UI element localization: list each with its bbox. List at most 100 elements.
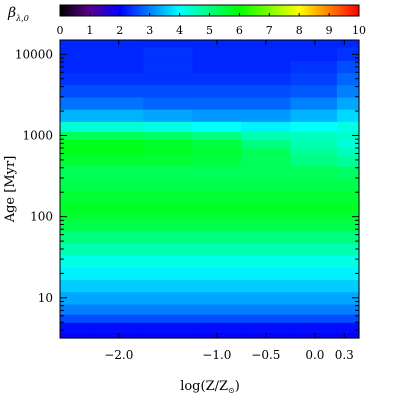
heatmap-cell bbox=[336, 147, 360, 157]
heatmap-cell bbox=[192, 165, 242, 179]
heatmap-cell bbox=[192, 303, 242, 315]
heatmap-cell bbox=[143, 72, 193, 86]
heatmap-cell bbox=[290, 46, 338, 61]
heatmap-cell bbox=[241, 121, 291, 133]
colorbar-tick-label: 10 bbox=[352, 24, 366, 37]
y-tick-label: 100 bbox=[30, 210, 53, 224]
heatmap-cell bbox=[241, 279, 291, 293]
heatmap-cell bbox=[290, 178, 338, 191]
heatmap-cell bbox=[89, 121, 144, 133]
colorbar-tick-label: 8 bbox=[296, 24, 303, 37]
heatmap-cell bbox=[290, 109, 338, 122]
heatmap-cell bbox=[336, 243, 360, 256]
heatmap-cell bbox=[143, 178, 193, 191]
heatmap-cell bbox=[143, 279, 193, 293]
heatmap-cell bbox=[192, 202, 242, 214]
x-axis-label-close: ) bbox=[235, 379, 240, 394]
heatmap-cell bbox=[143, 303, 193, 315]
heatmap-cell bbox=[60, 279, 91, 293]
heatmap-cell bbox=[89, 279, 144, 293]
heatmap-cell bbox=[290, 332, 338, 339]
heatmap-cell bbox=[60, 84, 91, 98]
heatmap-cell bbox=[60, 72, 91, 86]
heatmap-cell bbox=[241, 60, 291, 74]
heatmap-cell bbox=[89, 230, 144, 244]
heatmap-cell bbox=[336, 121, 360, 133]
heatmap-cell bbox=[60, 139, 91, 149]
heatmap-cell bbox=[89, 255, 144, 268]
heatmap-cell bbox=[336, 202, 360, 214]
heatmap-cell bbox=[143, 190, 193, 204]
heatmap-cell bbox=[290, 84, 338, 98]
heatmap-cell bbox=[290, 202, 338, 214]
heatmap-cell bbox=[143, 332, 193, 339]
heatmap-cell bbox=[143, 212, 193, 222]
heatmap-cell bbox=[290, 72, 338, 86]
heatmap-cell bbox=[336, 155, 360, 167]
heatmap-cell bbox=[143, 60, 193, 74]
heatmap-cell bbox=[336, 230, 360, 244]
y-tick-label: 10000 bbox=[15, 47, 53, 61]
heatmap-cell bbox=[192, 139, 242, 149]
heatmap-cell bbox=[60, 303, 91, 315]
heatmap-cell bbox=[192, 267, 242, 281]
heatmap-cell bbox=[336, 40, 360, 48]
colorbar-tick-label: 4 bbox=[176, 24, 183, 37]
heatmap-cell bbox=[89, 155, 144, 167]
heatmap-cell bbox=[336, 267, 360, 281]
heatmap-cell bbox=[290, 139, 338, 149]
heatmap-cell bbox=[89, 332, 144, 339]
heatmap-cell bbox=[290, 255, 338, 268]
y-axis-ticks bbox=[60, 53, 359, 331]
heatmap-cell bbox=[143, 322, 193, 333]
x-tick-label: 0.3 bbox=[335, 348, 354, 362]
heatmap-cell bbox=[89, 220, 144, 232]
colorbar-tick-label: 9 bbox=[326, 24, 333, 37]
heatmap-cell bbox=[143, 40, 193, 48]
heatmap-cell bbox=[290, 322, 338, 333]
heatmap-cell bbox=[60, 96, 91, 110]
heatmap-cell bbox=[89, 291, 144, 305]
heatmap-cell bbox=[336, 60, 360, 74]
heatmap-cell bbox=[89, 322, 144, 333]
x-axis-label-subscript: ⊙ bbox=[228, 386, 235, 395]
heatmap-cell bbox=[60, 147, 91, 157]
heatmap-cell bbox=[89, 303, 144, 315]
heatmap-cell bbox=[241, 190, 291, 204]
heatmap-cell bbox=[89, 267, 144, 281]
heatmap-cell bbox=[336, 303, 360, 315]
heatmap-cell bbox=[336, 332, 360, 339]
x-axis-ticks bbox=[118, 40, 345, 338]
heatmap-cell bbox=[241, 139, 291, 149]
heatmap-cell bbox=[336, 314, 360, 323]
y-axis-tick-labels: 10 100 1000 10000 bbox=[15, 47, 53, 305]
heatmap-cell bbox=[290, 212, 338, 222]
heatmap-cell bbox=[143, 165, 193, 179]
colorbar-ticks bbox=[59, 13, 360, 16]
heatmap-cell bbox=[336, 190, 360, 204]
heatmap-cell bbox=[60, 212, 91, 222]
heatmap-cell bbox=[60, 165, 91, 179]
heatmap-cell bbox=[143, 267, 193, 281]
heatmap-cell bbox=[241, 109, 291, 122]
heatmap-cell bbox=[143, 291, 193, 305]
x-axis-label-main: log(Z/Z bbox=[180, 379, 228, 394]
heatmap-cell bbox=[89, 96, 144, 110]
heatmap-cell bbox=[241, 230, 291, 244]
y-axis-label: Age [Myr] bbox=[3, 156, 18, 224]
heatmap-cell bbox=[290, 60, 338, 74]
heatmap-cell bbox=[241, 212, 291, 222]
heatmap-cell bbox=[290, 243, 338, 256]
heatmap-cell bbox=[192, 147, 242, 157]
heatmap-cell bbox=[89, 84, 144, 98]
heatmap-cell bbox=[290, 267, 338, 281]
heatmap-cell bbox=[290, 96, 338, 110]
svg-text:βλ,0: βλ,0 bbox=[7, 5, 29, 23]
heatmap-cell bbox=[241, 303, 291, 315]
heatmap-cell bbox=[336, 46, 360, 61]
heatmap-cell bbox=[89, 190, 144, 204]
heatmap-cell bbox=[336, 212, 360, 222]
heatmap-cell bbox=[143, 84, 193, 98]
heatmap-cell bbox=[290, 40, 338, 48]
heatmap-cell bbox=[143, 147, 193, 157]
